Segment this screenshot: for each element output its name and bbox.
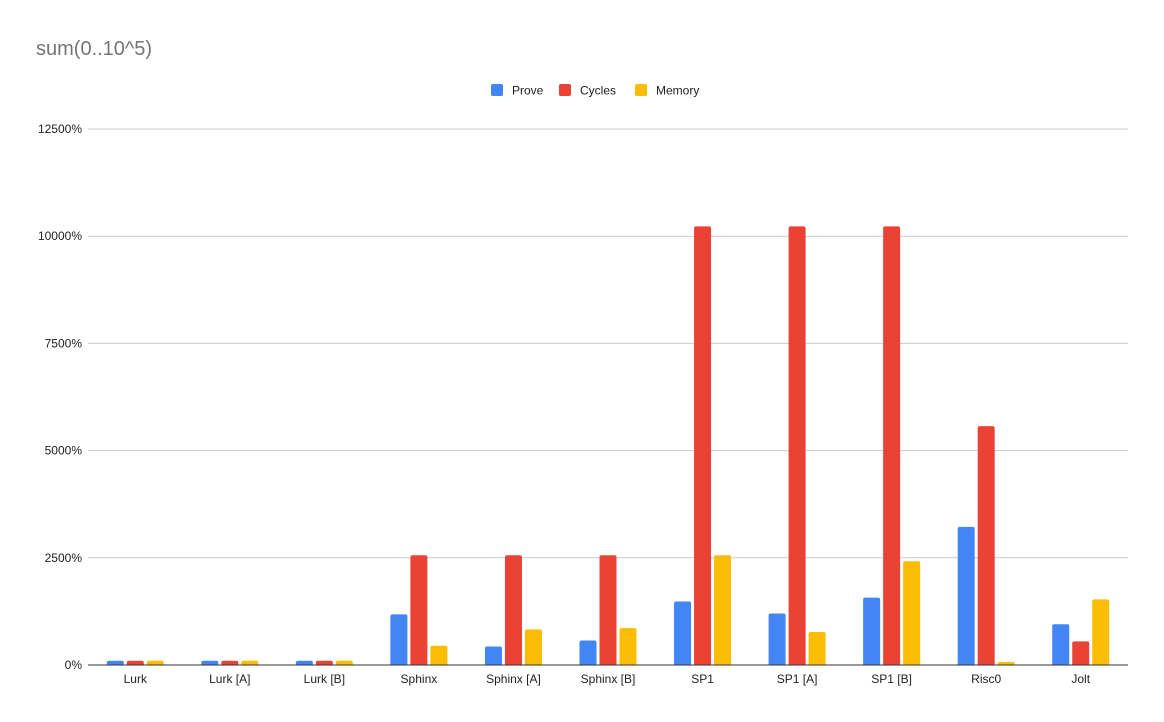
y-tick-label: 5000% — [45, 444, 83, 458]
x-tick-label: SP1 [A] — [777, 672, 818, 686]
bar-memory — [335, 660, 353, 665]
bar-memory — [146, 660, 164, 665]
bar-memory — [903, 561, 921, 665]
bar-memory — [241, 660, 259, 665]
bar-prove — [1052, 624, 1070, 665]
bar-memory — [430, 645, 448, 665]
bar-cycles — [599, 555, 617, 665]
y-tick-label: 12500% — [38, 122, 82, 136]
legend-label-prove: Prove — [512, 84, 544, 98]
bar-prove — [579, 640, 597, 665]
bars — [106, 226, 1110, 666]
bar-cycles — [221, 660, 239, 665]
bar-cycles — [410, 555, 428, 665]
y-tick-label: 2500% — [45, 551, 83, 565]
bar-cycles — [788, 226, 806, 666]
bar-prove — [295, 660, 313, 665]
bar-memory — [714, 555, 732, 665]
bar-memory — [524, 629, 542, 665]
x-tick-label: Sphinx [B] — [581, 672, 636, 686]
chart-title: sum(0..10^5) — [36, 38, 152, 60]
legend-swatch-memory — [635, 84, 647, 96]
x-tick-label: Lurk — [124, 672, 148, 686]
bar-cycles — [504, 555, 522, 665]
gridlines — [88, 128, 1128, 559]
y-tick-label: 10000% — [38, 229, 82, 243]
legend-label-cycles: Cycles — [580, 84, 616, 98]
bar-prove — [768, 613, 786, 665]
x-axis: Lurk Lurk [A] Lurk [B] Sphinx Sphinx [A] Sphi… — [124, 672, 1091, 686]
x-tick-label: SP1 — [691, 672, 714, 686]
bar-cycles — [883, 226, 901, 666]
x-tick-label: SP1 [B] — [871, 672, 912, 686]
bar-cycles — [694, 226, 712, 666]
bar-prove — [106, 660, 124, 665]
bar-memory — [997, 661, 1015, 665]
x-tick-label: Sphinx [A] — [486, 672, 541, 686]
bar-cycles — [126, 660, 144, 665]
bar-cycles — [315, 660, 333, 665]
bar-prove — [484, 646, 502, 665]
x-tick-label: Lurk [A] — [209, 672, 250, 686]
x-tick-label: Sphinx — [401, 672, 438, 686]
bar-memory — [808, 631, 826, 665]
bar-memory — [619, 628, 637, 665]
legend-swatch-prove — [491, 84, 503, 96]
bar-cycles — [977, 426, 995, 665]
x-tick-label: Lurk [B] — [304, 672, 345, 686]
bar-cycles — [1072, 641, 1090, 665]
bar-prove — [390, 614, 408, 665]
bar-prove — [674, 601, 692, 665]
bar-prove — [201, 660, 219, 665]
x-tick-label: Jolt — [1071, 672, 1090, 686]
x-tick-label: Risc0 — [971, 672, 1001, 686]
legend-swatch-cycles — [559, 84, 571, 96]
y-tick-label: 7500% — [45, 336, 83, 350]
bar-memory — [1092, 599, 1110, 665]
bar-prove — [863, 597, 881, 665]
bar-prove — [957, 526, 975, 665]
y-tick-label: 0% — [65, 658, 83, 672]
legend-label-memory: Memory — [656, 84, 699, 98]
legend: Prove Cycles Memory — [491, 84, 699, 98]
y-axis: 0% 2500% 5000% 7500% 10000% 12500% — [38, 122, 82, 672]
